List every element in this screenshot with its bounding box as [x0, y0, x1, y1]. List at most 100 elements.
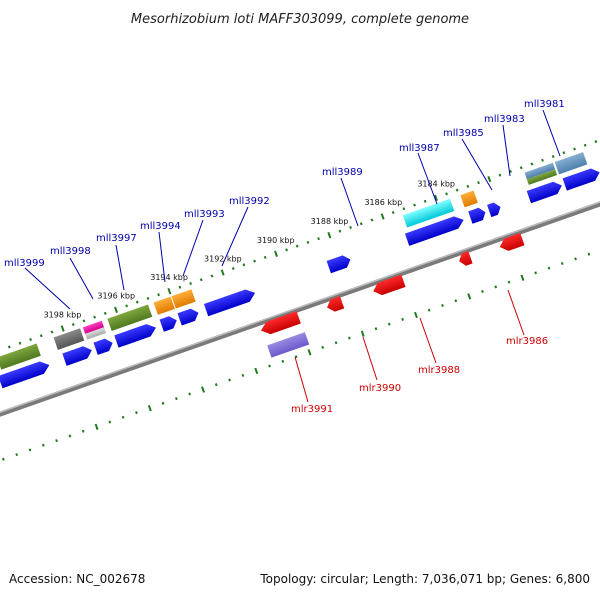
scale-minor-tick — [423, 199, 427, 203]
reverse-gene-labels: mlr3991 mlr3990 mlr3988 mlr3986 — [291, 336, 548, 415]
gene-feature-cyan[interactable] — [402, 198, 455, 228]
gene-label-mll3997[interactable]: mll3997 — [96, 233, 137, 244]
scale-major-tick — [360, 330, 365, 337]
scale-minor-tick — [103, 311, 107, 315]
forward-gene-arrow[interactable] — [159, 314, 179, 332]
forward-gene-arrow[interactable] — [526, 179, 564, 204]
reverse-gene-arrow[interactable] — [259, 311, 301, 336]
gene-label-mll3998[interactable]: mll3998 — [50, 246, 91, 257]
gene-feature-olive[interactable] — [0, 343, 41, 370]
scale-minor-tick — [157, 293, 160, 297]
forward-gene-arrow[interactable] — [326, 253, 353, 274]
scale-minor-tick — [253, 259, 256, 263]
scale-minor-tick — [7, 345, 11, 349]
scale-minor-tick — [507, 280, 511, 284]
scale-minor-tick — [391, 211, 395, 215]
reverse-gene-arrow[interactable] — [325, 296, 345, 314]
scale-label: 3192 kbp — [204, 254, 242, 263]
scale-minor-tick — [370, 218, 374, 222]
forward-gene-arrow[interactable] — [487, 201, 503, 218]
gene-feature-pink[interactable] — [82, 320, 105, 334]
forward-gene-arrow[interactable] — [93, 337, 114, 355]
scale-minor-tick — [374, 327, 378, 331]
gene-feature-lightgray[interactable] — [85, 327, 106, 340]
scale-minor-tick — [541, 158, 544, 162]
scale-minor-tick — [214, 383, 218, 387]
upper-tick-row — [7, 140, 598, 349]
gene-label-mlr3986[interactable]: mlr3986 — [506, 336, 548, 347]
scale-minor-tick — [547, 266, 551, 270]
scale-minor-tick — [175, 397, 178, 401]
lower-tick-row — [2, 252, 591, 461]
reverse-gene-arrow[interactable] — [371, 274, 406, 298]
forward-gene-arrow[interactable] — [468, 206, 487, 224]
scale-minor-tick — [574, 257, 577, 261]
scale-major-tick — [167, 288, 172, 295]
gene-label-mlr3988[interactable]: mlr3988 — [418, 365, 460, 376]
forward-gene-arrow[interactable] — [177, 307, 200, 326]
scale-minor-tick — [441, 303, 444, 307]
gene-feature-gray[interactable] — [53, 328, 85, 350]
forward-gene-arrow[interactable] — [404, 214, 466, 246]
gene-label-mll3985[interactable]: mll3985 — [443, 128, 484, 139]
gene-feature-olive[interactable] — [526, 169, 558, 185]
leader-line-mlr3991 — [294, 356, 309, 403]
gene-feature-steel[interactable] — [524, 162, 556, 180]
scale-label: 3196 kbp — [97, 292, 135, 301]
scale-minor-tick — [573, 147, 576, 151]
scale-minor-tick — [161, 401, 165, 405]
leader-line-mll3981 — [542, 109, 561, 157]
gene-label-mll3992[interactable]: mll3992 — [229, 196, 270, 207]
scale-minor-tick — [583, 143, 587, 147]
gene-label-mll3983[interactable]: mll3983 — [484, 114, 525, 125]
scale-minor-tick — [108, 420, 112, 424]
reverse-feature-lane — [259, 232, 525, 358]
gene-label-mll3994[interactable]: mll3994 — [140, 221, 181, 232]
forward-gene-arrow[interactable] — [114, 321, 158, 348]
scale-major-tick — [380, 213, 385, 220]
scale-major-tick — [307, 349, 312, 356]
accession-text: Accession: NC_002678 — [9, 572, 146, 586]
scale-minor-tick — [562, 151, 566, 155]
leader-line-mlr3988 — [419, 317, 437, 364]
scale-minor-tick — [560, 262, 564, 266]
gene-label-mll3987[interactable]: mll3987 — [399, 143, 440, 154]
scale-minor-tick — [334, 341, 338, 345]
gene-label-mll3993[interactable]: mll3993 — [184, 209, 225, 220]
forward-gene-arrow[interactable] — [0, 359, 52, 389]
gene-label-mll3981[interactable]: mll3981 — [524, 99, 565, 110]
scale-minor-tick — [281, 359, 285, 363]
gene-feature-orange[interactable] — [460, 190, 478, 208]
genome-backbone-highlight — [0, 156, 600, 456]
gene-label-mlr3991[interactable]: mlr3991 — [291, 404, 333, 415]
scale-major-tick — [274, 250, 278, 258]
scale-minor-tick — [28, 448, 32, 452]
gene-label-mlr3990[interactable]: mlr3990 — [359, 383, 401, 394]
scale-minor-tick — [306, 240, 310, 244]
scale-minor-tick — [498, 173, 502, 177]
scale-minor-tick — [228, 378, 231, 382]
gene-feature-steel[interactable] — [554, 152, 588, 175]
leader-line-mll3994 — [158, 231, 166, 283]
scale-minor-tick — [530, 162, 534, 166]
reverse-gene-arrow[interactable] — [457, 251, 473, 267]
forward-gene-arrow[interactable] — [562, 166, 600, 191]
scale-minor-tick — [551, 154, 555, 159]
scale-minor-tick — [455, 188, 459, 192]
scale-major-tick — [114, 306, 118, 314]
gene-feature-olive[interactable] — [107, 304, 153, 331]
forward-gene-arrow[interactable] — [203, 287, 257, 317]
scale-label: 3186 kbp — [364, 198, 402, 207]
gene-label-mll3989[interactable]: mll3989 — [322, 167, 363, 178]
reverse-gene-arrow[interactable] — [498, 232, 525, 253]
scale-minor-tick — [445, 192, 448, 196]
scale-minor-tick — [494, 285, 498, 289]
gene-label-mll3999[interactable]: mll3999 — [4, 258, 45, 269]
genome-track: 3198 kbp 3196 kbp 3194 kbp 3192 kbp 3190 kbp… — [0, 140, 600, 461]
gene-feature-purple[interactable] — [267, 332, 310, 358]
gene-feature-orange[interactable] — [171, 289, 196, 309]
scale-major-tick — [147, 405, 152, 412]
gene-feature-orange[interactable] — [153, 296, 175, 315]
forward-gene-arrow[interactable] — [62, 344, 94, 366]
